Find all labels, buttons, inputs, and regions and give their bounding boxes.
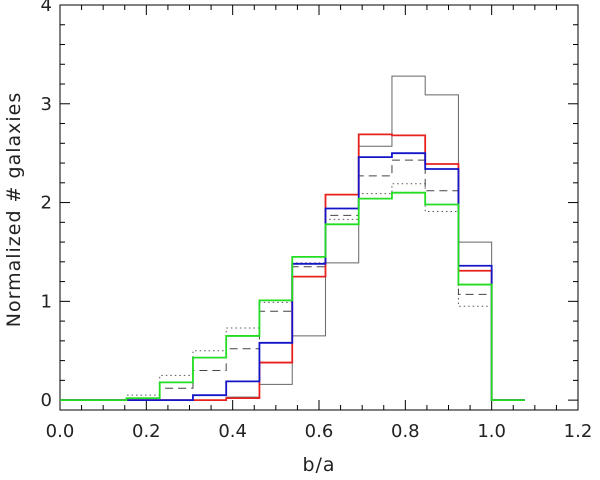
axis-ticks xyxy=(59,4,579,410)
series-5-solid xyxy=(60,191,525,402)
x-tick-label: 0.0 xyxy=(46,421,75,442)
series-step-line xyxy=(60,152,525,402)
x-tick-label: 1.2 xyxy=(564,421,593,442)
y-axis-title: Normalized # galaxies xyxy=(3,92,25,327)
x-tick-label: 0.4 xyxy=(218,421,247,442)
series-layer xyxy=(60,75,525,402)
tick-labels: 0.0 0.2 0.4 0.6 0.8 1.0 1.2 0 1 2 3 4 xyxy=(41,0,593,442)
y-tick-label: 2 xyxy=(41,193,52,214)
y-tick-label: 4 xyxy=(41,0,52,16)
series-4-solid xyxy=(60,152,525,402)
y-tick-label: 1 xyxy=(41,291,52,312)
y-tick-label: 3 xyxy=(41,94,52,115)
y-tick-label: 0 xyxy=(41,390,52,411)
x-tick-label: 1.0 xyxy=(477,421,506,442)
plot-frame xyxy=(59,4,579,411)
series-step-line xyxy=(60,191,525,402)
x-tick-label: 0.2 xyxy=(132,421,161,442)
x-axis-title: b/a xyxy=(302,454,335,476)
x-tick-label: 0.6 xyxy=(305,421,334,442)
x-tick-label: 0.8 xyxy=(391,421,420,442)
